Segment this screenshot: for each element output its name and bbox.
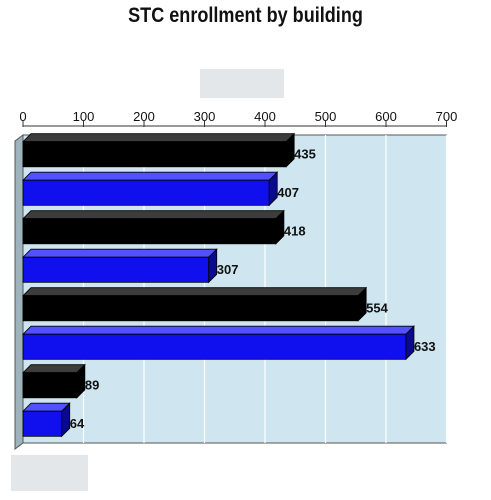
- x-tick-label: 500: [315, 109, 337, 124]
- bar-top-face: [22, 248, 218, 258]
- x-tick-label: 300: [194, 109, 216, 124]
- bar-end-face: [357, 286, 367, 322]
- bar-end-face: [61, 402, 71, 438]
- bar-end-face: [208, 248, 218, 284]
- bar-front-face: [22, 295, 359, 322]
- bar-end-face: [268, 171, 278, 207]
- x-tick-label: 600: [375, 109, 397, 124]
- blank-label-box-top: [200, 69, 284, 98]
- bar-top-face: [22, 171, 279, 181]
- bar-front-face: [22, 410, 63, 437]
- bar-value-label: 435: [294, 146, 316, 161]
- bar: [22, 402, 71, 438]
- x-tick-label: 400: [254, 109, 276, 124]
- bar-top-face: [22, 133, 296, 143]
- bar-front-face: [22, 372, 78, 399]
- bar-end-face: [275, 209, 285, 245]
- blank-label-box-bottom: [11, 455, 88, 491]
- bar: [22, 171, 279, 207]
- bar-front-face: [22, 218, 277, 245]
- bar: [22, 209, 285, 245]
- bar-front-face: [22, 141, 287, 168]
- bar-top-face: [22, 287, 368, 297]
- bar: [22, 325, 415, 361]
- bar-end-face: [405, 325, 415, 361]
- data-labels: 435 407 418 307 554 633 89 64: [70, 146, 436, 431]
- bar: [22, 286, 368, 322]
- bar-front-face: [22, 333, 407, 360]
- x-tick-label: 100: [73, 109, 95, 124]
- bar-end-face: [285, 132, 295, 168]
- chart-title: STC enrollment by building: [128, 4, 363, 27]
- bar-front-face: [22, 256, 210, 283]
- bar-value-label: 633: [414, 339, 436, 354]
- bars: [22, 132, 415, 438]
- x-tick-label: 700: [436, 109, 458, 124]
- x-axis: 0 100 200 300 400 500 600 700: [19, 109, 457, 127]
- bar: [22, 248, 218, 284]
- bar-value-label: 554: [366, 300, 388, 315]
- bar-top-face: [22, 210, 285, 220]
- bar: [22, 363, 86, 399]
- bar-value-label: 64: [70, 416, 85, 431]
- bar-end-face: [76, 363, 86, 399]
- bar-value-label: 407: [277, 185, 299, 200]
- bar-front-face: [22, 179, 270, 206]
- x-tick-label: 200: [133, 109, 155, 124]
- bar-value-label: 89: [85, 377, 99, 392]
- bar-top-face: [22, 364, 86, 374]
- bar-value-label: 307: [217, 262, 239, 277]
- plot-side-wall: [14, 134, 24, 450]
- bar-value-label: 418: [284, 223, 306, 238]
- x-tick-label: 0: [19, 109, 26, 124]
- bar: [22, 132, 296, 168]
- bar-top-face: [22, 325, 415, 335]
